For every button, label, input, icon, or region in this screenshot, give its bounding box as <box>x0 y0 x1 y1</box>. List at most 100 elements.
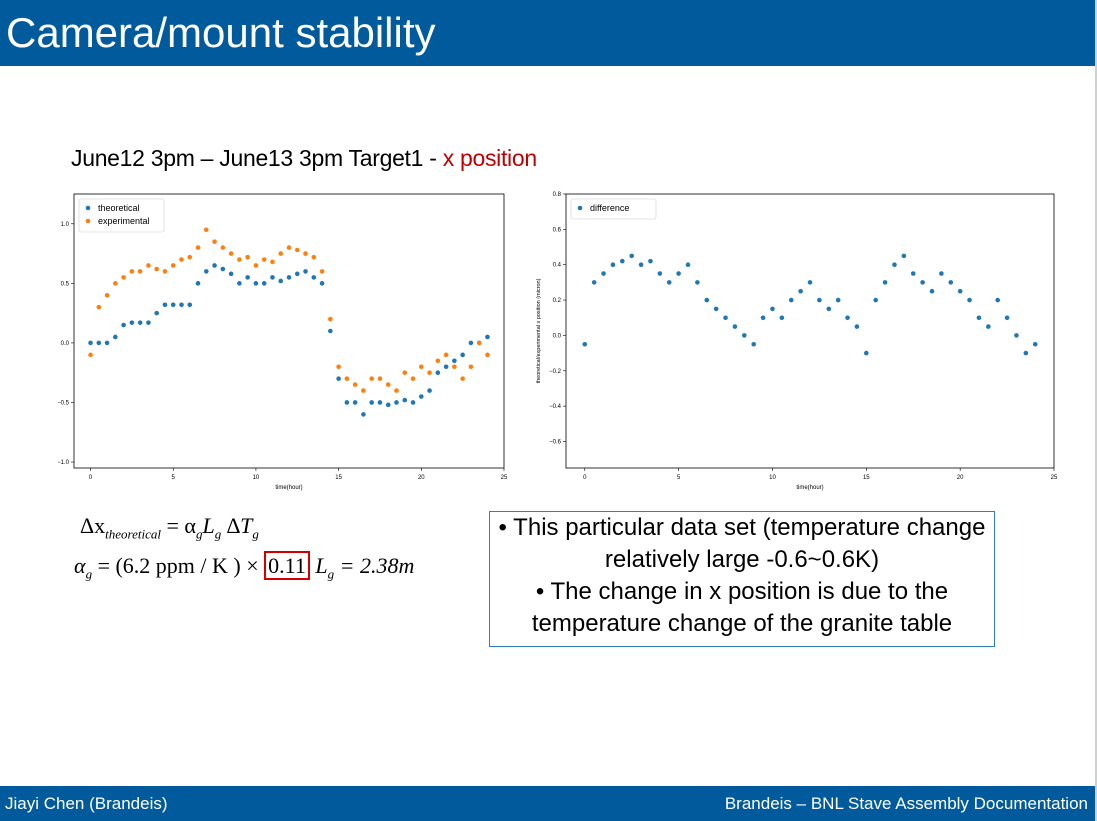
bullet-item: • The change in x position is due to the… <box>531 578 953 637</box>
data-point <box>713 306 719 312</box>
data-point <box>344 376 350 381</box>
data-point <box>162 302 168 308</box>
data-point <box>113 281 118 286</box>
data-point <box>121 322 126 328</box>
data-point <box>377 376 383 381</box>
data-point <box>695 280 700 285</box>
data-point <box>286 245 292 250</box>
y-tick-label: 0.4 <box>553 263 562 269</box>
data-point <box>146 320 151 325</box>
data-point <box>361 388 366 393</box>
data-point <box>170 302 176 308</box>
data-point <box>854 324 860 329</box>
x-tick-label: 20 <box>418 475 425 481</box>
data-point <box>929 288 935 294</box>
data-point <box>666 280 672 285</box>
data-point <box>1032 341 1038 347</box>
formula1-sub1: g <box>195 526 203 542</box>
formula-alpha: αg = (6.2 ppm / K ) × 0.11 Lg = 2.38m <box>74 551 414 582</box>
data-point <box>657 271 663 276</box>
data-point <box>798 288 803 294</box>
data-point <box>179 302 184 308</box>
formula1-lhs-sub: theoretical <box>105 526 161 542</box>
y-tick-label: 0.2 <box>553 298 562 304</box>
y-tick-label: −1.0 <box>58 460 70 466</box>
data-point <box>770 306 775 312</box>
footer-author: Jiayi Chen (Brandeis) <box>5 794 168 813</box>
data-point <box>137 269 143 274</box>
data-point <box>476 340 482 346</box>
data-point <box>294 247 300 253</box>
chart-difference: 0 5 10 15 20 25 −0.6 −0.4 −0.2 0.0 0.2 0.4 0.6 0.8 tim… <box>532 186 1062 493</box>
legend-entry: theoretical <box>98 203 140 213</box>
data-point <box>154 266 159 272</box>
title-bar: Camera/mount stability <box>0 0 1095 66</box>
data-point <box>807 280 813 285</box>
x-tick-label: 10 <box>253 475 260 481</box>
data-point <box>336 364 341 370</box>
bullet-list: • This particular data set (temperature … <box>490 512 994 640</box>
data-point <box>610 262 616 268</box>
x-tick-label: 25 <box>1051 475 1058 481</box>
data-point <box>137 320 143 325</box>
data-point <box>270 275 275 280</box>
data-point <box>873 297 878 303</box>
formula1-lhs: Δx <box>80 513 106 538</box>
data-point <box>294 271 300 277</box>
y-tick-label: 0.0 <box>61 341 70 347</box>
x-tick-label: 0 <box>89 475 93 481</box>
formula2-alpha: α <box>74 553 86 578</box>
data-point <box>170 263 176 268</box>
subtitle-highlight: x position <box>442 145 537 171</box>
data-point <box>88 340 93 346</box>
formula1-tail: ∆T <box>221 513 253 538</box>
legend: difference <box>570 198 657 220</box>
y-tick-label: −0.6 <box>549 439 562 445</box>
legend-box <box>570 198 657 220</box>
data-point <box>468 364 474 370</box>
data-point <box>1023 350 1029 356</box>
data-point <box>957 288 963 294</box>
y-tick-label: 0.6 <box>553 227 562 233</box>
data-point <box>723 315 728 321</box>
formula2-alpha-sub: g <box>85 566 93 582</box>
data-point <box>121 275 126 280</box>
data-point <box>468 340 474 346</box>
legend-entry: experimental <box>98 216 150 226</box>
data-point <box>385 382 391 387</box>
data-point <box>195 245 201 250</box>
data-point <box>88 352 93 358</box>
data-point <box>485 352 490 358</box>
data-point <box>460 352 465 358</box>
data-point <box>303 269 308 274</box>
data-point <box>817 297 822 303</box>
data-point <box>195 281 201 286</box>
x-tick-label: 0 <box>583 475 587 481</box>
data-point <box>162 269 168 274</box>
data-point <box>427 388 432 393</box>
slide-edge <box>1095 0 1097 821</box>
subtitle-main: June12 3pm – June13 3pm Target1 - <box>71 145 443 171</box>
data-point <box>129 269 135 274</box>
x-axis-label: time(hour) <box>796 485 823 491</box>
legend: theoretical experimental <box>78 198 165 233</box>
data-point <box>96 304 102 310</box>
slide-subtitle: June12 3pm – June13 3pm Target1 - x posi… <box>71 145 537 172</box>
data-point <box>311 254 317 260</box>
data-point <box>179 257 184 262</box>
x-tick-label: 10 <box>769 475 776 481</box>
bullet-item: • This particular data set (temperature … <box>498 514 986 573</box>
data-point <box>419 394 424 399</box>
data-point <box>394 400 399 405</box>
formula2-l: L <box>309 553 328 578</box>
data-point <box>939 271 944 276</box>
data-point <box>410 400 416 405</box>
formula-theoretical: Δxtheoretical = αgLg ∆Tg <box>80 513 259 542</box>
data-point <box>845 315 850 321</box>
data-point <box>228 271 234 277</box>
data-point <box>948 280 954 285</box>
data-point <box>901 253 907 259</box>
data-point <box>648 258 653 264</box>
x-tick-label: 15 <box>863 475 870 481</box>
data-point <box>967 297 972 303</box>
